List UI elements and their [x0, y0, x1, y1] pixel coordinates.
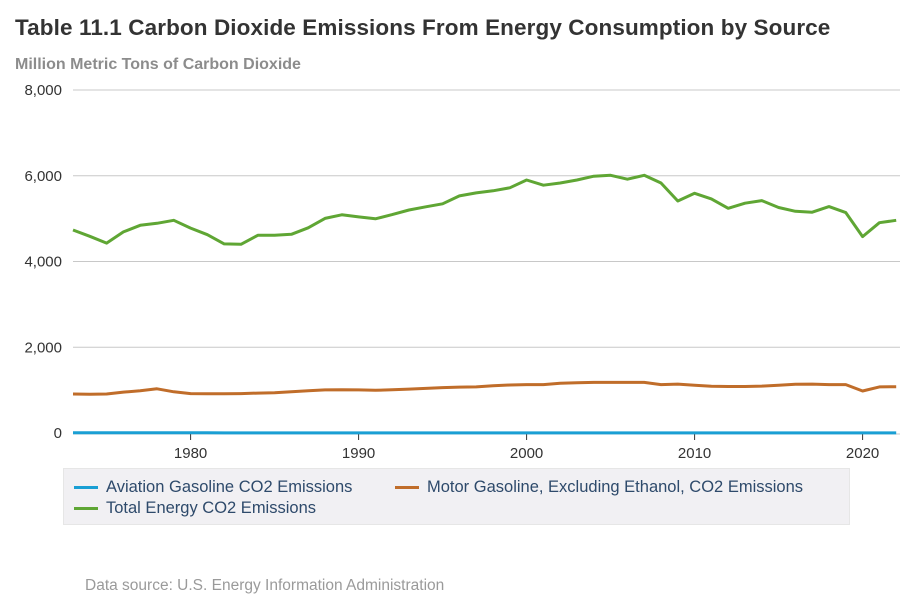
y-tick-label: 4,000 [24, 254, 62, 271]
x-tick-label: 2020 [846, 445, 879, 462]
legend-label: Total Energy CO2 Emissions [106, 499, 316, 517]
chart-subtitle: Million Metric Tons of Carbon Dioxide [15, 56, 301, 73]
legend-swatch-total-energy [74, 507, 98, 510]
y-tick-label: 0 [54, 425, 62, 442]
legend-item-total-energy[interactable]: Total Energy CO2 Emissions [74, 499, 316, 518]
x-axis: 1980 1990 2000 2010 2020 [73, 433, 900, 462]
y-tick-label: 6,000 [24, 168, 62, 185]
x-tick-label: 2000 [510, 445, 543, 462]
legend-swatch-aviation-gasoline [74, 486, 98, 489]
legend-label: Motor Gasoline, Excluding Ethanol, CO2 E… [427, 478, 804, 496]
line-chart: 0 2,000 4,000 6,000 8,000 1980 1990 2000 2010 20… [24, 82, 900, 462]
x-tick-label: 2010 [678, 445, 711, 462]
data-source-note: Data source: U.S. Energy Information Adm… [85, 577, 445, 594]
legend-swatch-motor-gasoline [395, 486, 419, 489]
series-lines [72, 173, 897, 435]
chart-title: Table 11.1 Carbon Dioxide Emissions From… [15, 15, 831, 40]
legend-label: Aviation Gasoline CO2 Emissions [106, 478, 353, 496]
x-tick-label: 1990 [342, 445, 375, 462]
chart-legend: Aviation Gasoline CO2 Emissions Motor Ga… [63, 468, 850, 525]
gridlines [73, 89, 900, 348]
y-axis-labels: 0 2,000 4,000 6,000 8,000 [24, 82, 62, 442]
legend-item-aviation-gasoline[interactable]: Aviation Gasoline CO2 Emissions [74, 478, 352, 497]
series-line-motor-gasoline[interactable] [72, 380, 897, 396]
x-tick-label: 1980 [174, 445, 207, 462]
y-tick-label: 2,000 [24, 339, 62, 356]
series-line-total-energy[interactable] [72, 173, 897, 246]
y-tick-label: 8,000 [24, 82, 62, 99]
legend-item-motor-gasoline[interactable]: Motor Gasoline, Excluding Ethanol, CO2 E… [395, 478, 803, 497]
